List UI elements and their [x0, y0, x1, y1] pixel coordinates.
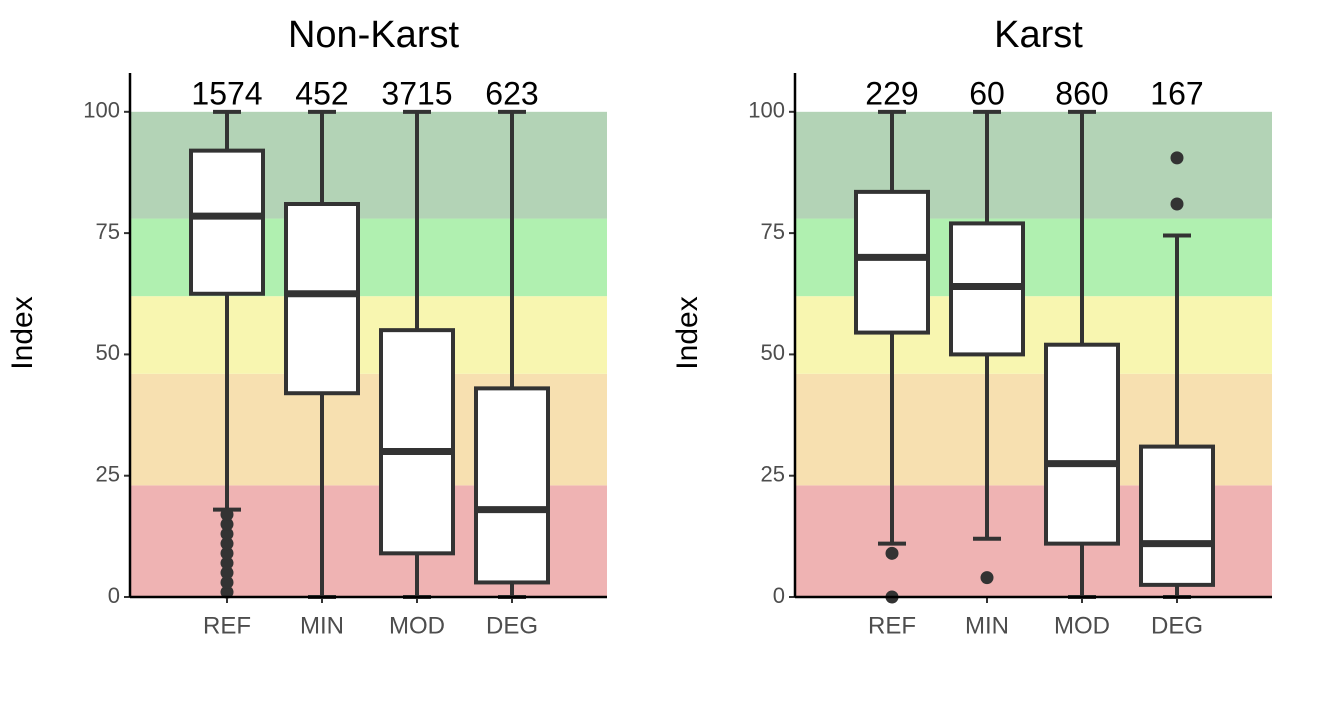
- outlier: [885, 546, 899, 560]
- x-tick-label: DEG: [1151, 612, 1203, 639]
- outlier: [1170, 151, 1184, 165]
- y-tick-label: 75: [761, 219, 785, 244]
- outlier: [220, 537, 234, 551]
- outlier: [220, 546, 234, 560]
- y-tick-label: 0: [773, 583, 785, 608]
- box: [854, 189, 930, 335]
- count-label: 3715: [381, 75, 452, 111]
- x-tick-label: MOD: [389, 612, 445, 639]
- y-tick-label: 50: [761, 340, 785, 365]
- x-tick-label: MIN: [300, 612, 344, 639]
- x-tick-label: MIN: [965, 612, 1009, 639]
- y-axis-label: Index: [671, 296, 704, 369]
- count-label: 452: [295, 75, 348, 111]
- x-tick-label: REF: [868, 612, 916, 639]
- outlier: [220, 585, 234, 599]
- panel: Non-Karst Index 0 25 50 75 100 REF 1574 MIN 452 MOD…: [6, 14, 607, 639]
- outlier: [220, 566, 234, 580]
- box: [379, 328, 455, 556]
- y-tick-label: 0: [108, 583, 120, 608]
- chart-title: Karst: [994, 14, 1083, 56]
- outlier: [220, 517, 234, 531]
- y-tick-label: 25: [96, 462, 120, 487]
- outlier: [220, 575, 234, 589]
- x-tick-label: MOD: [1054, 612, 1110, 639]
- outlier: [220, 527, 234, 541]
- panel: Karst Index 0 25 50 75 100 REF 229 MIN 60 MOD 860 DEG…: [671, 14, 1272, 639]
- count-label: 60: [969, 75, 1005, 111]
- outlier: [220, 556, 234, 570]
- count-label: 860: [1055, 75, 1108, 111]
- outlier: [1170, 197, 1184, 211]
- y-tick-label: 50: [96, 340, 120, 365]
- y-axis-label: Index: [6, 296, 39, 369]
- count-label: 167: [1150, 75, 1203, 111]
- box: [1044, 342, 1120, 546]
- band: [130, 296, 607, 374]
- count-label: 229: [865, 75, 918, 111]
- box: [189, 148, 265, 296]
- y-tick-label: 100: [748, 98, 785, 123]
- chart-title: Non-Karst: [288, 14, 459, 56]
- outlier: [980, 571, 994, 585]
- count-label: 623: [485, 75, 538, 111]
- y-tick-label: 25: [761, 462, 785, 487]
- box: [284, 202, 360, 396]
- y-tick-label: 75: [96, 219, 120, 244]
- x-tick-label: DEG: [486, 612, 538, 639]
- x-tick-label: REF: [203, 612, 251, 639]
- outlier: [220, 508, 234, 522]
- y-tick-label: 100: [83, 98, 120, 123]
- box: [1139, 444, 1215, 587]
- box: [474, 386, 550, 585]
- count-label: 1574: [191, 75, 262, 111]
